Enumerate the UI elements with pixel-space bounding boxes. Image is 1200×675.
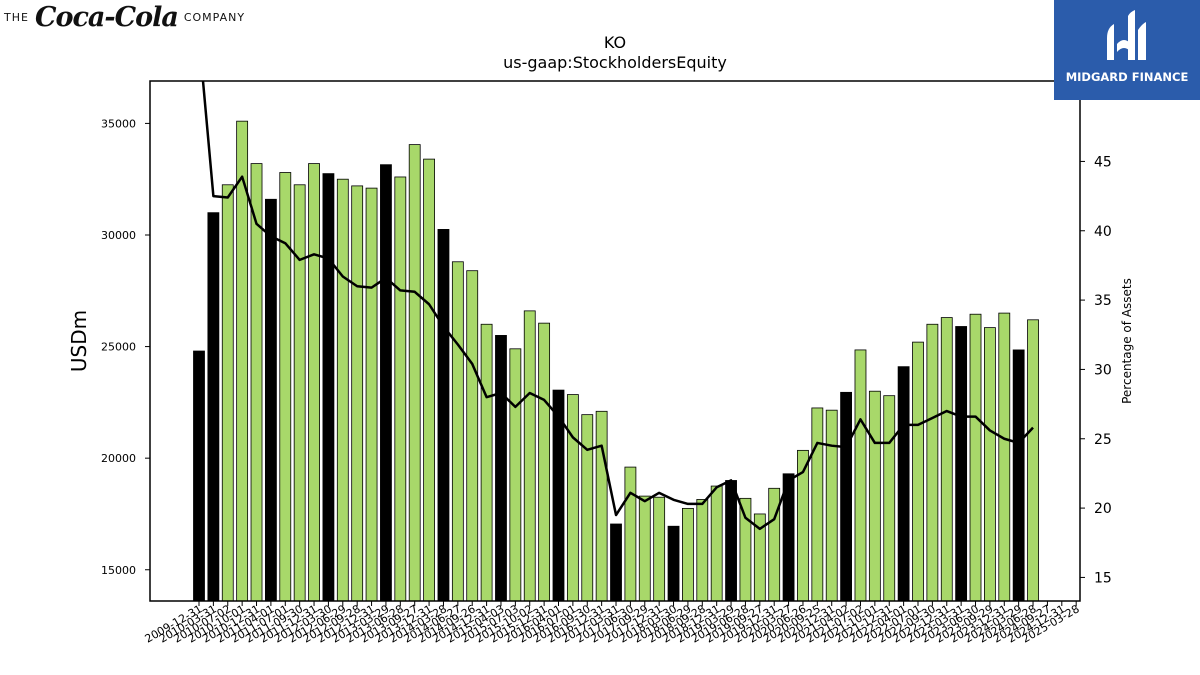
bar [264, 198, 277, 602]
bar [365, 187, 378, 602]
bar [207, 212, 220, 602]
brand-name: MIDGARD FINANCE [1065, 70, 1189, 84]
bar [926, 323, 939, 602]
bar [394, 176, 407, 602]
bar [1012, 349, 1025, 602]
bar [825, 409, 838, 602]
bar [653, 496, 666, 602]
logo-suffix: COMPANY [183, 11, 246, 24]
line-group [201, 81, 1034, 531]
y-tick-label: 15000 [101, 564, 136, 577]
bar [725, 480, 737, 602]
pct-assets-line [201, 81, 1034, 531]
company-logo: THE Coca-Cola COMPANY [4, 2, 245, 33]
bar [595, 410, 608, 602]
bar [221, 184, 234, 602]
bar [250, 163, 263, 602]
y2-tick-label: 30 [1094, 362, 1112, 378]
y2-axis: 15 20 25 30 35 40 45 [1080, 154, 1112, 586]
bar [509, 348, 522, 602]
bar [322, 173, 335, 602]
bar [293, 184, 306, 602]
bar [710, 485, 723, 602]
bar [624, 466, 637, 602]
bar [466, 270, 479, 602]
bar [538, 322, 551, 602]
bar [581, 414, 594, 602]
bar [480, 323, 493, 602]
bar [998, 312, 1011, 602]
y-axis-label: USDm [67, 310, 91, 372]
bar [667, 525, 680, 602]
chart-subtitle: us-gaap:StockholdersEquity [503, 53, 727, 72]
chart-title: KO [604, 33, 626, 52]
y2-tick-label: 40 [1094, 224, 1112, 240]
bar [940, 317, 953, 602]
y2-tick-label: 20 [1094, 501, 1112, 517]
y2-tick-label: 15 [1094, 570, 1112, 586]
bar [638, 495, 651, 602]
bar [984, 327, 996, 602]
y2-tick-label: 45 [1094, 154, 1112, 170]
bar [897, 366, 910, 602]
y-axis: 15000 20000 25000 30000 35000 [101, 117, 150, 577]
bar [840, 391, 852, 602]
bar [696, 499, 709, 602]
y-tick-label: 20000 [101, 452, 136, 465]
y2-tick-label: 25 [1094, 432, 1112, 448]
bar [811, 407, 824, 602]
bars-group [193, 120, 1039, 602]
bar [193, 350, 205, 602]
bar [336, 178, 349, 602]
bar [739, 497, 752, 602]
y-tick-label: 35000 [101, 117, 136, 130]
bar [351, 185, 364, 602]
y-tick-label: 25000 [101, 341, 136, 354]
plot-frame [149, 80, 1081, 602]
x-axis: 2009-12-312010-03-312010-07-022010-10-01… [143, 601, 1082, 646]
bar [969, 313, 982, 602]
brand-logo: MIDGARD FINANCE [1054, 0, 1200, 100]
bar [495, 335, 507, 602]
bar [682, 507, 694, 602]
bar [955, 326, 968, 602]
bar [912, 341, 924, 602]
bar [408, 144, 421, 602]
bar [566, 394, 579, 602]
logo-script: Coca-Cola [34, 2, 179, 33]
bar [279, 172, 292, 602]
y-tick-label: 30000 [101, 229, 136, 242]
bar [854, 349, 867, 602]
bar [380, 164, 392, 602]
bar [308, 163, 320, 602]
bar [451, 261, 464, 602]
y2-axis-label: Percentage of Assets [1120, 278, 1134, 404]
logo-prefix: THE [4, 11, 29, 24]
bar [883, 395, 896, 602]
bar [868, 390, 881, 602]
bar [1027, 319, 1039, 602]
bar [523, 310, 536, 602]
bar [423, 158, 435, 602]
y2-tick-label: 35 [1094, 293, 1112, 309]
bar [610, 523, 622, 602]
bar [437, 229, 450, 602]
brand-mark-icon [1107, 10, 1146, 60]
